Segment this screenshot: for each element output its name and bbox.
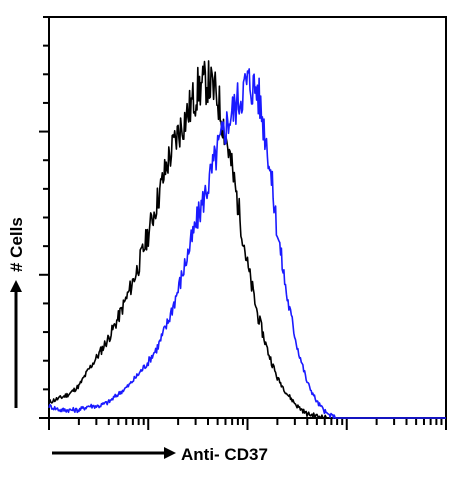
y-axis-arrow-head bbox=[10, 280, 22, 292]
histogram-series-line bbox=[48, 68, 446, 419]
y-axis-label: # Cells bbox=[7, 217, 26, 272]
histogram-series-line bbox=[48, 60, 446, 419]
series-group bbox=[48, 60, 446, 419]
y-axis-ticks bbox=[39, 16, 49, 419]
x-axis-label: Anti- CD37 bbox=[181, 445, 268, 464]
x-axis-arrow-head bbox=[164, 447, 176, 459]
x-axis-ticks bbox=[48, 418, 447, 430]
